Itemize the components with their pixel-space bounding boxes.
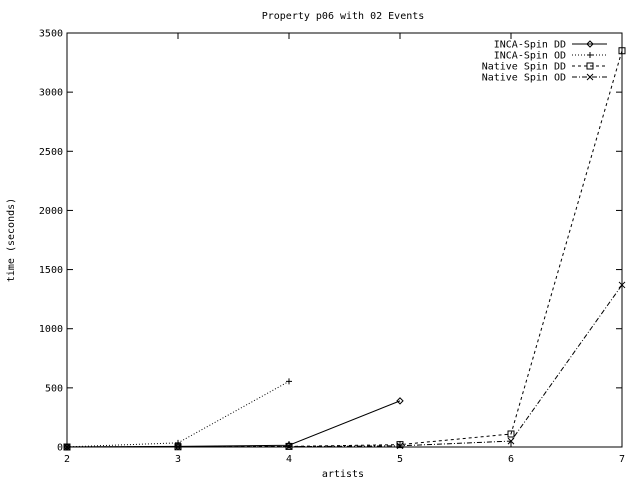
y-tick-label: 1000 — [39, 324, 63, 335]
y-tick-label: 2500 — [39, 147, 63, 158]
data-point — [285, 443, 293, 450]
legend-label: INCA-Spin OD — [494, 51, 566, 62]
legend-item: INCA-Spin DD — [494, 40, 607, 51]
data-point — [285, 442, 293, 450]
legend-marker — [586, 73, 594, 81]
series-line — [66, 284, 623, 448]
series-inca-spin-od — [64, 378, 292, 450]
plot-area-frame — [66, 32, 623, 448]
y-tick-label: 1500 — [39, 265, 63, 276]
chart-title: Property p06 with 02 Events — [262, 11, 425, 22]
data-point — [618, 47, 626, 55]
y-tick-label: 500 — [45, 383, 63, 394]
legend-item: Native Spin DD — [482, 62, 607, 73]
data-point — [396, 442, 404, 450]
series-inca-spin-dd — [63, 397, 404, 451]
legend-label: INCA-Spin DD — [494, 40, 566, 51]
y-axis: 0 500 1000 1500 2000 2500 3000 3500 — [39, 29, 622, 454]
series-native-spin-dd — [63, 47, 626, 451]
data-point — [63, 443, 71, 451]
x-tick-label: 4 — [286, 454, 292, 465]
series-line — [66, 380, 290, 448]
series-line — [66, 50, 623, 448]
data-point — [618, 281, 626, 289]
y-tick-label: 3000 — [39, 88, 63, 99]
data-point — [286, 378, 292, 385]
legend-item: INCA-Spin OD — [494, 51, 607, 62]
x-tick-label: 3 — [175, 454, 181, 465]
x-tick-label: 5 — [397, 454, 403, 465]
y-tick-label: 2000 — [39, 206, 63, 217]
legend-marker — [587, 52, 593, 58]
data-point — [396, 397, 404, 405]
legend-label: Native Spin OD — [482, 73, 566, 84]
data-point — [507, 437, 515, 445]
y-axis-label: time (seconds) — [6, 198, 17, 282]
series-line — [66, 400, 401, 448]
x-axis-label: artists — [322, 469, 364, 480]
x-tick-label: 6 — [508, 454, 514, 465]
series-layer — [63, 47, 626, 451]
legend-marker — [586, 40, 594, 48]
x-tick-label: 7 — [619, 454, 625, 465]
legend-label: Native Spin DD — [482, 62, 566, 73]
legend-marker — [586, 62, 594, 70]
data-point — [174, 443, 182, 451]
x-tick-label: 2 — [64, 454, 70, 465]
y-tick-label: 0 — [57, 443, 63, 454]
legend-item: Native Spin OD — [482, 73, 607, 84]
data-point — [507, 430, 515, 438]
data-point — [396, 441, 404, 449]
x-axis: 2 3 4 5 6 7 — [64, 33, 625, 465]
y-tick-label: 3500 — [39, 29, 63, 40]
series-native-spin-od — [63, 281, 626, 451]
data-point — [175, 439, 181, 446]
